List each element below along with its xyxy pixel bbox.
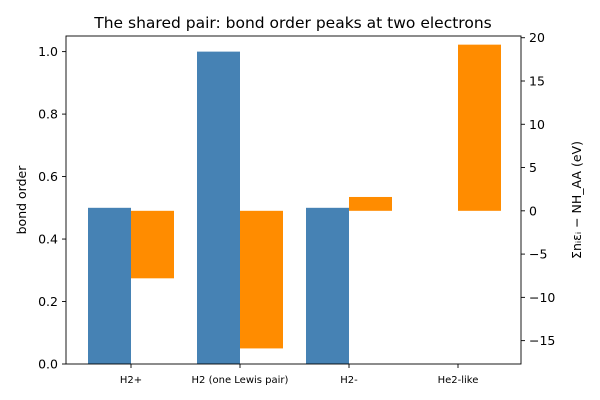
- plot-frame: [65, 35, 522, 365]
- bar-series2-1: [240, 210, 283, 349]
- right-tick-label: 5: [529, 160, 537, 175]
- left-tick-label: 0.0: [38, 357, 58, 372]
- bar-series2-2: [349, 196, 392, 211]
- right-tick-label: −5: [529, 247, 547, 262]
- x-tick-label: H2-: [340, 375, 358, 386]
- left-axis-label: bond order: [14, 165, 29, 235]
- bars-group: [88, 44, 501, 364]
- x-axis: H2+ H2 (one Lewis pair) H2- He2-like: [120, 364, 479, 386]
- left-tick-label: 0.6: [38, 169, 58, 184]
- bar-series2-3: [458, 44, 501, 211]
- left-tick-label: 1.0: [38, 44, 58, 59]
- right-axis: −15 −10 −5 0 5 10 15 20: [521, 30, 555, 348]
- right-tick-label: 0: [529, 203, 537, 218]
- right-tick-label: −10: [529, 290, 555, 305]
- bar-series2-0: [131, 210, 174, 279]
- bar-series1-1: [197, 51, 240, 364]
- bar-series1-0: [88, 207, 131, 364]
- x-tick-label: H2+: [120, 375, 142, 386]
- right-tick-label: 20: [529, 30, 545, 45]
- left-tick-label: 0.4: [38, 232, 58, 247]
- left-tick-label: 0.8: [38, 107, 58, 122]
- right-tick-label: 10: [529, 117, 545, 132]
- x-tick-label: He2-like: [438, 375, 479, 386]
- chart-title: The shared pair: bond order peaks at two…: [93, 14, 491, 32]
- bar-series1-2: [306, 207, 349, 364]
- right-axis-label: Σnᵢεᵢ − NH_AA (eV): [569, 141, 584, 259]
- left-tick-label: 0.2: [38, 294, 58, 309]
- right-tick-label: 15: [529, 74, 545, 89]
- left-axis: 0.0 0.2 0.4 0.6 0.8 1.0: [38, 44, 66, 372]
- right-tick-label: −15: [529, 333, 555, 348]
- x-tick-label: H2 (one Lewis pair): [192, 375, 289, 386]
